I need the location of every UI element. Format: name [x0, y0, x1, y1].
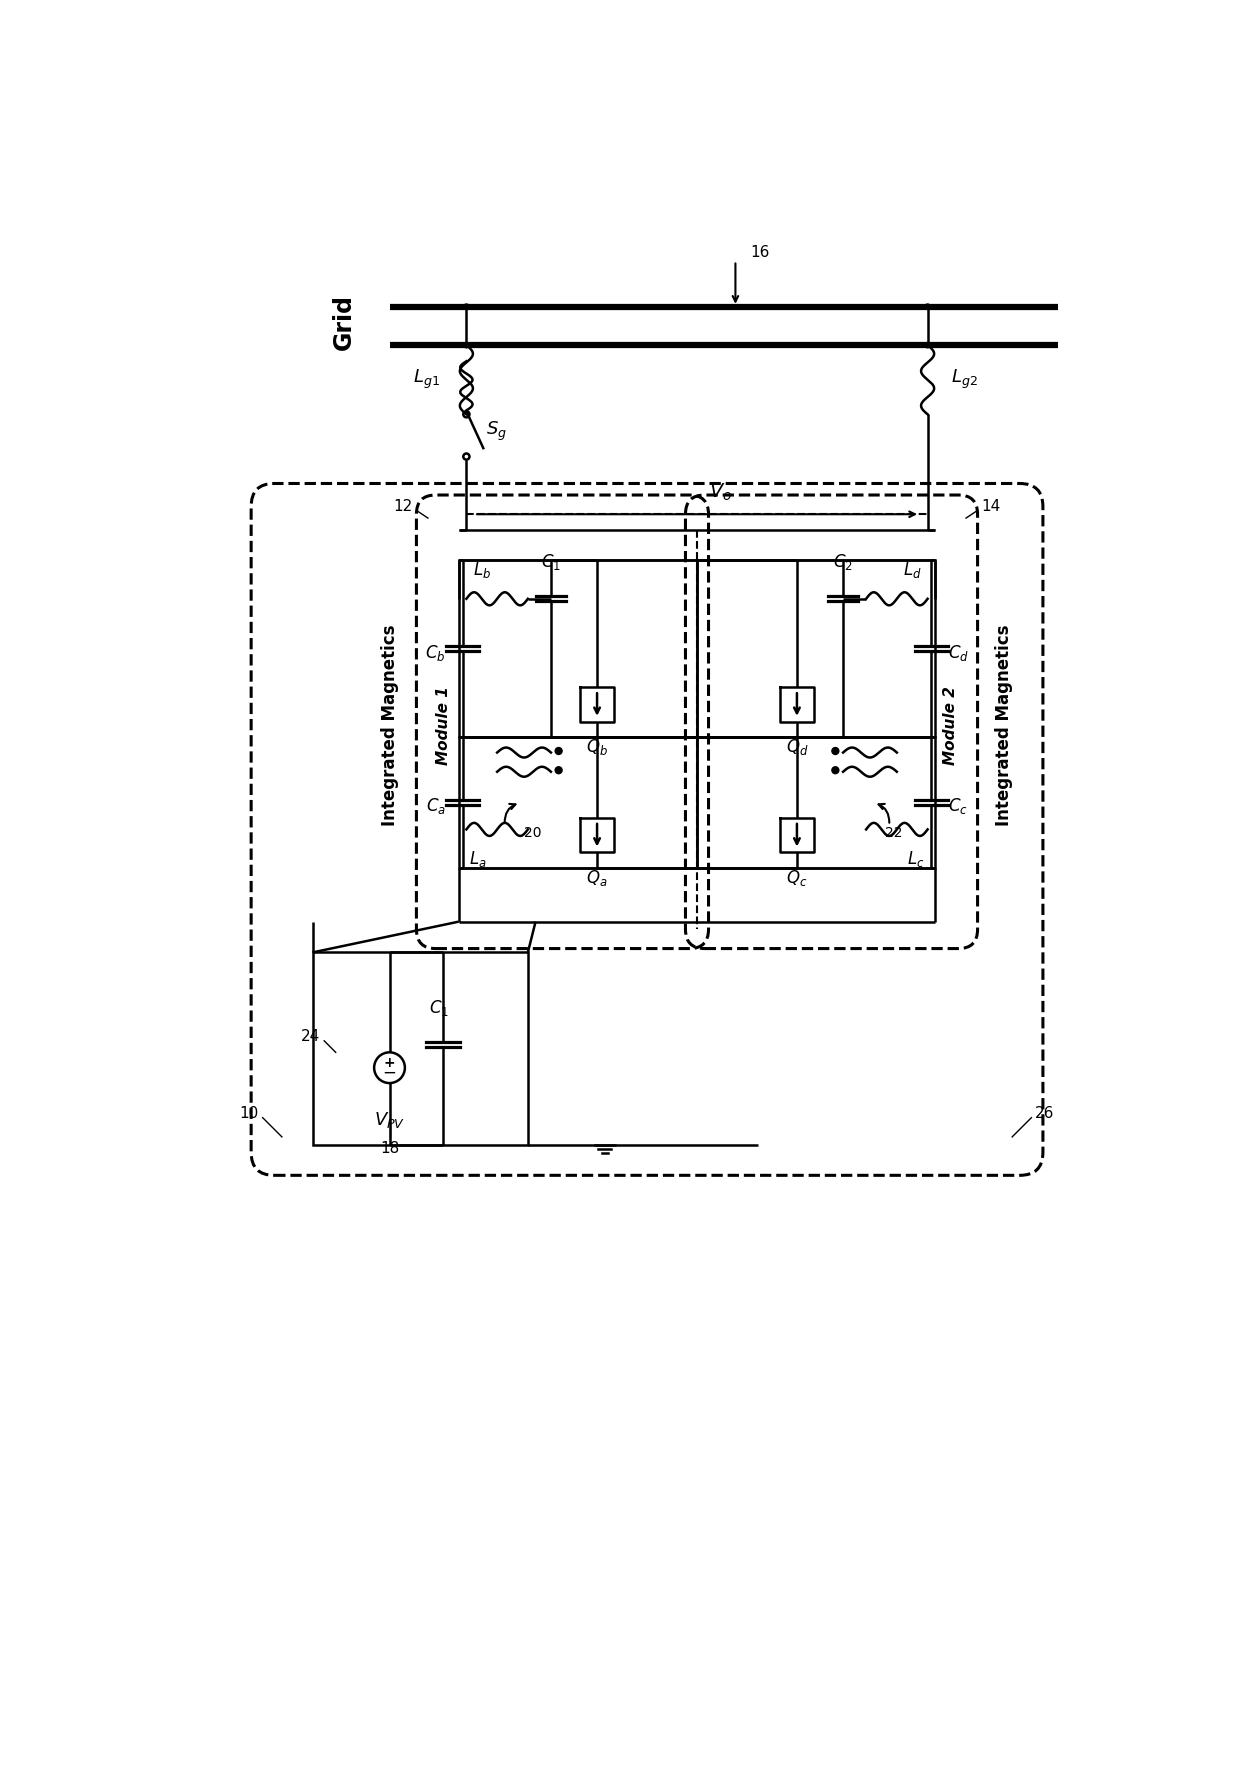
Text: $C_b$: $C_b$	[425, 643, 446, 663]
Bar	[312, 952, 528, 1145]
Bar	[459, 738, 697, 868]
Bar	[697, 561, 935, 738]
Text: Module 2: Module 2	[944, 686, 959, 765]
Circle shape	[832, 747, 838, 754]
Text: 22: 22	[885, 826, 903, 840]
Text: $L_a$: $L_a$	[469, 849, 487, 868]
Text: Integrated Magnetics: Integrated Magnetics	[381, 625, 398, 826]
Text: $Q_a$: $Q_a$	[587, 868, 608, 888]
Text: $Q_b$: $Q_b$	[587, 738, 608, 758]
Text: $Q_c$: $Q_c$	[786, 868, 807, 888]
Text: $C_a$: $C_a$	[425, 797, 445, 817]
Text: $V_{PV}$: $V_{PV}$	[374, 1110, 405, 1129]
Text: 16: 16	[750, 245, 770, 261]
Text: −: −	[383, 1063, 397, 1081]
Text: 20: 20	[525, 826, 542, 840]
Text: Grid: Grid	[331, 295, 356, 350]
Text: $C_1$: $C_1$	[429, 997, 449, 1019]
Text: 26: 26	[1035, 1106, 1054, 1120]
Text: Module 1: Module 1	[435, 686, 451, 765]
Text: $C_c$: $C_c$	[949, 797, 968, 817]
Text: $C_d$: $C_d$	[947, 643, 968, 663]
Text: Integrated Magnetics: Integrated Magnetics	[996, 625, 1013, 826]
Text: 18: 18	[379, 1140, 399, 1156]
Text: 12: 12	[393, 499, 413, 515]
Text: 24: 24	[301, 1029, 320, 1044]
Circle shape	[925, 304, 930, 309]
Text: +: +	[383, 1056, 396, 1070]
Text: $L_{g2}$: $L_{g2}$	[951, 368, 977, 391]
Circle shape	[925, 343, 930, 348]
Text: 10: 10	[239, 1106, 259, 1120]
Text: $Q_d$: $Q_d$	[786, 738, 808, 758]
Circle shape	[464, 304, 469, 309]
Text: $V_o$: $V_o$	[708, 481, 732, 502]
Circle shape	[464, 343, 469, 348]
Text: $L_c$: $L_c$	[908, 849, 925, 868]
Circle shape	[556, 747, 562, 754]
Text: 14: 14	[981, 499, 1001, 515]
Bar	[459, 561, 697, 738]
Circle shape	[556, 767, 562, 774]
Text: $L_b$: $L_b$	[472, 559, 491, 579]
Text: $L_d$: $L_d$	[903, 559, 921, 579]
Text: $L_{g1}$: $L_{g1}$	[413, 368, 439, 391]
Text: $C_1$: $C_1$	[541, 552, 560, 572]
Text: $C_2$: $C_2$	[833, 552, 853, 572]
Text: $S_g$: $S_g$	[486, 420, 507, 443]
Bar	[697, 738, 935, 868]
Circle shape	[832, 767, 838, 774]
